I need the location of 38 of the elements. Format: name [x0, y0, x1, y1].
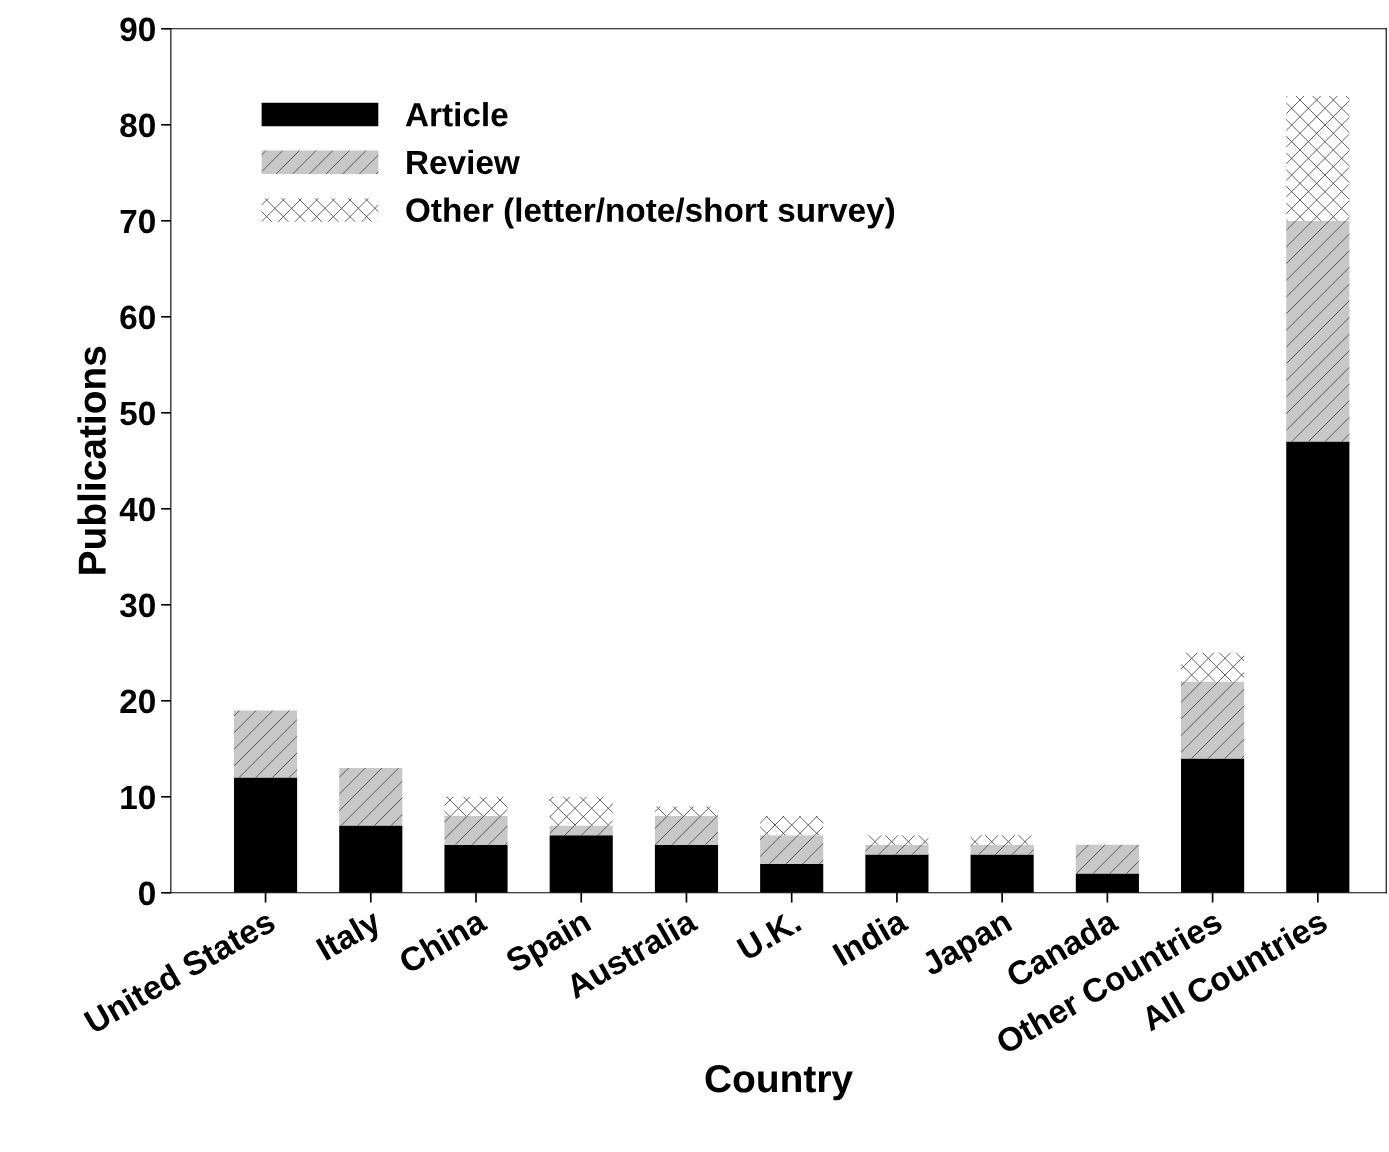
bar: [760, 835, 824, 864]
bar: [549, 796, 613, 826]
x-tick-label: U.K.: [736, 909, 802, 961]
y-axis-title: Publications: [77, 346, 106, 574]
bar: [1181, 652, 1245, 682]
bar: [970, 844, 1034, 855]
y-tick-label: 30: [119, 593, 155, 618]
bar: [444, 796, 508, 816]
x-axis-title: Country: [705, 1064, 853, 1101]
bar: [444, 816, 508, 845]
bar: [654, 806, 719, 816]
bar: [865, 844, 929, 855]
y-tick-label: 50: [120, 401, 155, 426]
x-tick-label: Italy: [314, 907, 387, 967]
y-tick-label: 90: [120, 17, 155, 42]
y-tick-label: 20: [120, 689, 155, 714]
x-tick-label: China: [397, 907, 489, 975]
bar: [760, 816, 824, 836]
y-tick-label: 0: [139, 881, 155, 906]
y-tick-label: 60: [120, 305, 155, 330]
y-tick-label: 10: [121, 785, 155, 810]
bar: [233, 710, 298, 778]
y-tick-label: 80: [120, 113, 155, 138]
y-tick-label: 40: [119, 497, 155, 522]
x-tick-label: India: [831, 907, 910, 967]
legend-label: Other (letter/note/short survey): [406, 197, 895, 229]
bar: [1286, 96, 1350, 221]
bar: [654, 816, 719, 845]
bar: [1181, 681, 1245, 759]
bar: [1075, 844, 1139, 874]
bar: [549, 825, 613, 836]
y-tick-label: 70: [120, 209, 155, 234]
bar: [970, 835, 1034, 845]
bar: [865, 835, 929, 845]
bar: [1286, 220, 1350, 442]
legend-label: Review: [407, 149, 520, 175]
bar: [339, 768, 403, 826]
legend-label: Article: [405, 102, 508, 127]
